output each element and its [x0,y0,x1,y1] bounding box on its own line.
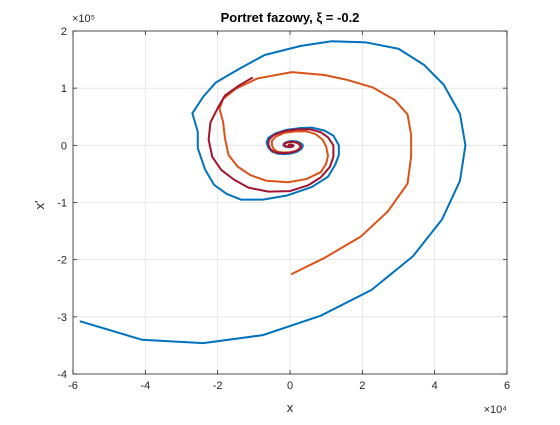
y-tick-label: 1 [61,83,67,95]
y-tick-label: -2 [57,255,67,267]
x-tick-label: 0 [287,380,293,392]
y-tick-label: -3 [57,312,67,324]
y-tick-label: -1 [57,198,67,210]
x-exponent-label: ×10⁴ [484,404,508,416]
y-exponent-label: ×10⁵ [72,13,95,25]
x-tick-label: 4 [432,380,438,392]
x-axis-label: x [287,400,294,415]
series-line-3 [207,76,335,193]
y-axis-label: x' [32,201,47,210]
y-tick-label: 0 [61,140,67,152]
x-tick-label: -6 [68,380,78,392]
x-tick-label: 6 [504,380,510,392]
y-tick-label: 2 [61,26,67,38]
chart-title: Portret fazowy, ξ = -0.2 [221,10,360,25]
y-tick-label: -4 [57,369,67,381]
series-group [79,40,467,345]
x-tick-label: 2 [359,380,365,392]
x-tick-label: -2 [213,380,223,392]
x-tick-label: -4 [140,380,150,392]
